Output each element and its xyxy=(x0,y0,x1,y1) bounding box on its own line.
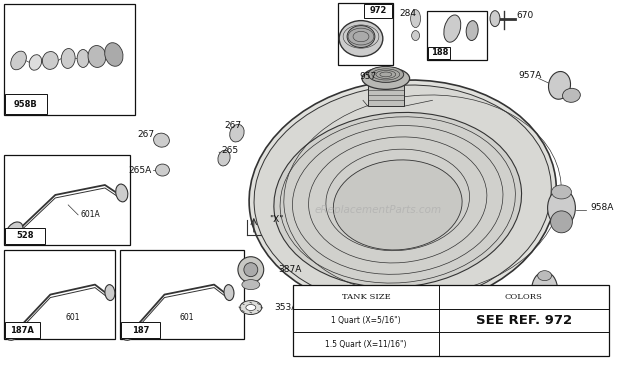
Bar xyxy=(428,46,450,59)
Ellipse shape xyxy=(334,160,462,250)
Text: 670: 670 xyxy=(517,11,534,20)
Ellipse shape xyxy=(562,88,580,102)
Ellipse shape xyxy=(362,68,410,89)
Ellipse shape xyxy=(274,112,521,288)
Ellipse shape xyxy=(339,20,383,57)
Ellipse shape xyxy=(230,124,244,142)
Ellipse shape xyxy=(88,46,106,68)
Ellipse shape xyxy=(254,85,551,305)
Text: COLORS: COLORS xyxy=(505,293,543,300)
Text: 601: 601 xyxy=(179,313,194,322)
Text: 601A: 601A xyxy=(80,210,100,219)
Text: 353A: 353A xyxy=(275,303,298,312)
Ellipse shape xyxy=(61,49,75,68)
Ellipse shape xyxy=(77,50,89,68)
Text: TANK SIZE: TANK SIZE xyxy=(342,293,391,300)
Text: 958: 958 xyxy=(552,295,569,304)
Text: 1.5 Quart (X=11/16"): 1.5 Quart (X=11/16") xyxy=(326,340,407,349)
Ellipse shape xyxy=(347,26,375,47)
Ellipse shape xyxy=(224,285,234,300)
Ellipse shape xyxy=(412,31,420,41)
Bar xyxy=(293,285,609,356)
Text: 972: 972 xyxy=(369,6,386,15)
Ellipse shape xyxy=(105,43,123,66)
Bar xyxy=(4,155,130,245)
Ellipse shape xyxy=(6,324,21,340)
Text: 267: 267 xyxy=(224,121,241,130)
Bar xyxy=(4,250,115,339)
Text: 188: 188 xyxy=(431,49,448,58)
Ellipse shape xyxy=(29,55,42,70)
Ellipse shape xyxy=(552,185,572,199)
Text: 187A: 187A xyxy=(11,326,34,335)
Bar xyxy=(428,11,487,61)
Ellipse shape xyxy=(444,15,461,42)
Ellipse shape xyxy=(534,293,554,314)
Ellipse shape xyxy=(116,184,128,202)
Text: 1 Quart (X=5/16"): 1 Quart (X=5/16") xyxy=(331,316,401,325)
Text: "X": "X" xyxy=(268,215,283,224)
Ellipse shape xyxy=(218,150,230,166)
Ellipse shape xyxy=(549,72,570,99)
Text: SEE REF. 972: SEE REF. 972 xyxy=(476,314,572,327)
Ellipse shape xyxy=(538,271,552,281)
Text: 957A: 957A xyxy=(518,71,542,80)
Ellipse shape xyxy=(246,304,256,311)
Text: 187: 187 xyxy=(132,326,149,335)
Ellipse shape xyxy=(240,300,262,315)
Ellipse shape xyxy=(42,51,58,69)
Text: 957: 957 xyxy=(360,72,376,81)
Text: 958A: 958A xyxy=(590,203,614,212)
Text: 265A: 265A xyxy=(128,166,151,174)
Bar xyxy=(338,3,392,65)
Text: 601: 601 xyxy=(65,313,80,322)
Bar xyxy=(368,78,404,106)
Ellipse shape xyxy=(244,263,258,277)
Ellipse shape xyxy=(11,51,27,70)
Ellipse shape xyxy=(368,66,404,82)
Bar xyxy=(120,250,244,339)
Text: 387A: 387A xyxy=(278,265,302,274)
Ellipse shape xyxy=(6,222,23,240)
Ellipse shape xyxy=(466,21,478,41)
Text: eReplacementParts.com: eReplacementParts.com xyxy=(314,205,441,215)
Text: 267: 267 xyxy=(138,130,154,139)
Text: 284: 284 xyxy=(399,9,416,18)
Ellipse shape xyxy=(156,164,169,176)
Ellipse shape xyxy=(249,80,556,310)
Ellipse shape xyxy=(490,11,500,27)
Bar xyxy=(5,322,40,338)
Bar xyxy=(364,4,392,18)
Ellipse shape xyxy=(122,324,137,340)
Bar xyxy=(5,228,45,244)
Bar xyxy=(4,4,135,115)
Ellipse shape xyxy=(410,9,420,28)
Ellipse shape xyxy=(547,189,575,227)
Ellipse shape xyxy=(154,133,169,147)
Ellipse shape xyxy=(551,211,572,233)
Ellipse shape xyxy=(105,285,115,300)
Text: 528: 528 xyxy=(16,231,33,240)
Bar xyxy=(121,322,161,338)
Text: 265: 265 xyxy=(221,146,238,155)
Ellipse shape xyxy=(532,272,557,308)
Text: 958B: 958B xyxy=(14,100,37,109)
Ellipse shape xyxy=(242,280,260,289)
Bar xyxy=(5,94,46,114)
Ellipse shape xyxy=(238,257,264,283)
